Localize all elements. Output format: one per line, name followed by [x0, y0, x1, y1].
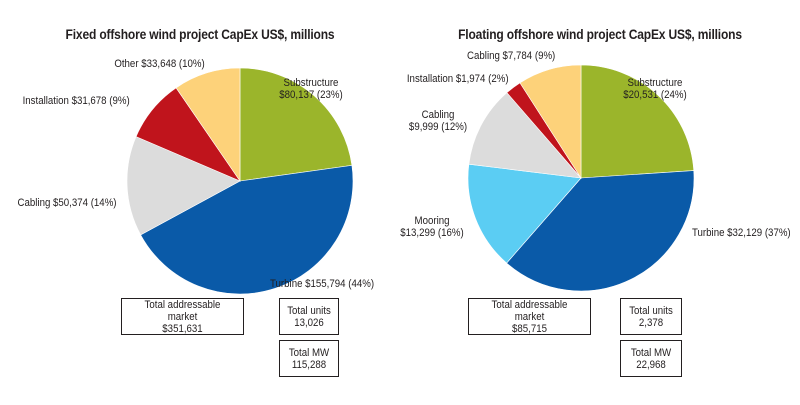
- total-market-box: Total addressable market $85,715: [468, 298, 591, 335]
- chart-title: Fixed offshore wind project CapEx US$, m…: [65, 26, 335, 42]
- slice-label-turbine: Turbine $32,129 (37%): [692, 227, 791, 239]
- slice-label-cabling-2: Cabling $7,784 (9%): [466, 50, 555, 62]
- slice-label-cabling: Cabling $50,374 (14%): [17, 197, 117, 209]
- slice-label-mooring: Mooring $13,299 (16%): [400, 215, 464, 239]
- pie-slice-substructure-0: [580, 64, 695, 179]
- pie-slice-cabling-3: [468, 92, 582, 179]
- slice-label-installation: Installation $1,974 (2%): [407, 73, 509, 85]
- slice-label-turbine: Turbine $155,794 (44%): [270, 278, 375, 290]
- floating-pie-chart: [467, 64, 695, 292]
- slice-label-installation: Installation $31,678 (9%): [22, 95, 130, 107]
- pie-slice-other-4: [175, 67, 241, 182]
- slice-label-other: Other $33,648 (10%): [114, 58, 205, 70]
- pie-slice-turbine-1: [140, 165, 354, 295]
- total-mw-box: Total MW 115,288: [279, 340, 339, 377]
- total-units-box: Total units 13,026: [279, 298, 339, 335]
- fixed-pie-chart: [126, 67, 354, 295]
- chart-title: Floating offshore wind project CapEx US$…: [458, 26, 742, 42]
- pie-slice-turbine-1: [506, 170, 695, 292]
- total-market-box: Total addressable market $351,631: [121, 298, 244, 335]
- total-units-box: Total units 2,378: [620, 298, 682, 335]
- floating-pie-panel: Floating offshore wind project CapEx US$…: [400, 0, 800, 405]
- pie-slice-cabling-5: [519, 64, 582, 180]
- slice-label-cabling: Cabling $9,999 (12%): [408, 109, 468, 133]
- slice-label-substructure: Substructure $80,137 (23%): [279, 77, 343, 101]
- pie-slice-mooring-2: [467, 163, 582, 264]
- fixed-pie-panel: Fixed offshore wind project CapEx US$, m…: [17, 26, 375, 377]
- pie-slice-cabling-2: [126, 136, 241, 236]
- total-mw-box: Total MW 22,968: [620, 340, 682, 377]
- slice-label-substructure: Substructure $20,531 (24%): [623, 77, 687, 101]
- pie-slice-substructure-0: [239, 67, 353, 182]
